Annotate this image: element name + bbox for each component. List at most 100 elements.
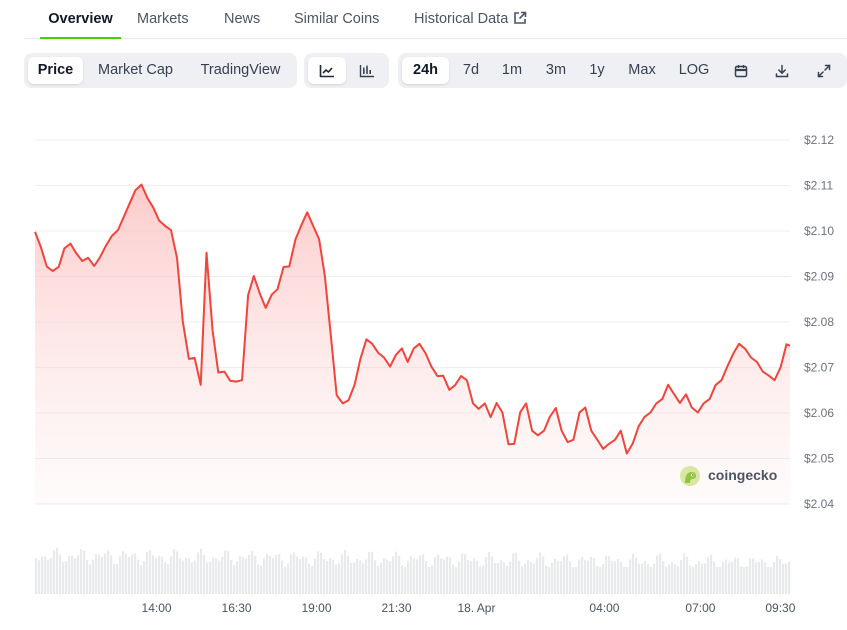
volume-bar bbox=[767, 567, 770, 594]
y-tick-label: $2.10 bbox=[804, 224, 834, 238]
volume-bar bbox=[179, 558, 182, 594]
volume-bar bbox=[629, 559, 632, 594]
volume-bar bbox=[203, 555, 206, 594]
range-7d-button[interactable]: 7d bbox=[462, 62, 480, 78]
volume-bar bbox=[392, 556, 395, 594]
calendar-button[interactable] bbox=[725, 57, 757, 84]
volume-bar bbox=[626, 567, 629, 594]
volume-bar bbox=[650, 567, 653, 594]
volume-bar bbox=[137, 559, 140, 594]
volume-bar bbox=[620, 561, 623, 594]
tab-similar-coins[interactable]: Similar Coins bbox=[294, 11, 380, 27]
volume-bar bbox=[680, 560, 683, 594]
volume-bar bbox=[761, 559, 764, 594]
volume-bar bbox=[218, 560, 221, 594]
market-cap-button[interactable]: Market Cap bbox=[98, 62, 173, 78]
volume-bar bbox=[269, 556, 272, 594]
volume-bar bbox=[386, 559, 389, 594]
volume-bar bbox=[119, 556, 122, 594]
volume-bar bbox=[473, 558, 476, 594]
tradingview-button[interactable]: TradingView bbox=[200, 62, 281, 78]
range-3m-button[interactable]: 3m bbox=[545, 62, 567, 78]
volume-bar bbox=[647, 564, 650, 594]
volume-bar bbox=[506, 565, 509, 594]
volume-bar bbox=[59, 554, 62, 594]
volume-bar bbox=[419, 555, 422, 594]
volume-bar bbox=[521, 566, 524, 594]
volume-bar bbox=[542, 556, 545, 594]
price-button[interactable]: Price bbox=[28, 57, 83, 84]
volume-bar bbox=[98, 554, 101, 594]
volume-bar bbox=[65, 561, 68, 594]
volume-bar bbox=[644, 561, 647, 594]
range-max-button[interactable]: Max bbox=[628, 62, 656, 78]
volume-bar bbox=[581, 557, 584, 594]
volume-bar bbox=[704, 563, 707, 594]
volume-bar bbox=[428, 567, 431, 594]
download-button[interactable] bbox=[766, 57, 798, 84]
volume-bar bbox=[485, 556, 488, 594]
volume-bar bbox=[584, 560, 587, 594]
volume-bar bbox=[758, 561, 761, 594]
volume-bar bbox=[302, 556, 305, 594]
volume-bar bbox=[425, 560, 428, 594]
volume-bar bbox=[245, 558, 248, 594]
volume-bar bbox=[503, 562, 506, 594]
range-1y-button[interactable]: 1y bbox=[589, 62, 605, 78]
volume-bar bbox=[299, 558, 302, 594]
volume-bar bbox=[335, 564, 338, 594]
tab-news[interactable]: News bbox=[224, 11, 261, 27]
fullscreen-button[interactable] bbox=[808, 57, 840, 84]
volume-bar bbox=[440, 558, 443, 594]
volume-bar bbox=[530, 562, 533, 594]
x-tick-label: 04:00 bbox=[589, 601, 619, 615]
volume-bar bbox=[443, 559, 446, 594]
x-tick-label: 09:30 bbox=[765, 601, 795, 615]
volume-bar bbox=[716, 567, 719, 594]
tab-overview[interactable]: Overview bbox=[40, 0, 121, 39]
volume-bar bbox=[122, 551, 125, 594]
chart-type-group bbox=[304, 53, 389, 88]
volume-bar bbox=[560, 561, 563, 594]
volume-bar bbox=[248, 554, 251, 594]
range-24h-button[interactable]: 24h bbox=[402, 57, 449, 84]
volume-bar bbox=[140, 565, 143, 594]
volume-bar bbox=[710, 554, 713, 594]
volume-bar bbox=[281, 560, 284, 594]
volume-bar bbox=[452, 564, 455, 594]
volume-bar bbox=[752, 558, 755, 594]
tab-historical-data[interactable]: Historical Data bbox=[414, 0, 527, 37]
candlestick-chart-button[interactable] bbox=[348, 57, 386, 84]
volume-bar bbox=[776, 555, 779, 594]
volume-bar bbox=[71, 555, 74, 594]
price-chart[interactable]: $2.04 $2.05 $2.06 $2.07 $2.08 $2.09 $2.10 $2.11… bbox=[0, 100, 847, 620]
volume-bar bbox=[587, 560, 590, 594]
volume-bar bbox=[104, 553, 107, 594]
volume-bar bbox=[695, 564, 698, 594]
log-scale-button[interactable]: LOG bbox=[678, 62, 710, 78]
volume-bar bbox=[674, 564, 677, 594]
volume-bar bbox=[509, 561, 512, 594]
volume-bar bbox=[602, 563, 605, 594]
y-tick-label: $2.06 bbox=[804, 406, 834, 420]
range-group: 24h 7d 1m 3m 1y Max LOG bbox=[398, 53, 847, 88]
tab-markets[interactable]: Markets bbox=[137, 11, 189, 27]
volume-bar bbox=[116, 564, 119, 594]
line-chart-button[interactable] bbox=[308, 57, 346, 84]
volume-bar bbox=[89, 564, 92, 594]
volume-bar bbox=[410, 556, 413, 594]
volume-bar bbox=[224, 550, 227, 594]
volume-bar bbox=[707, 557, 710, 594]
volume-bar bbox=[413, 558, 416, 594]
volume-bar bbox=[173, 549, 176, 594]
volume-bar bbox=[227, 551, 230, 594]
volume-bar bbox=[290, 554, 293, 594]
range-1m-button[interactable]: 1m bbox=[501, 62, 523, 78]
volume-bar bbox=[128, 556, 131, 594]
volume-bar bbox=[734, 557, 737, 594]
volume-bar bbox=[512, 553, 515, 594]
volume-bar bbox=[590, 556, 593, 594]
volume-bar bbox=[683, 553, 686, 594]
volume-bar bbox=[215, 558, 218, 594]
volume-bar bbox=[236, 561, 239, 594]
